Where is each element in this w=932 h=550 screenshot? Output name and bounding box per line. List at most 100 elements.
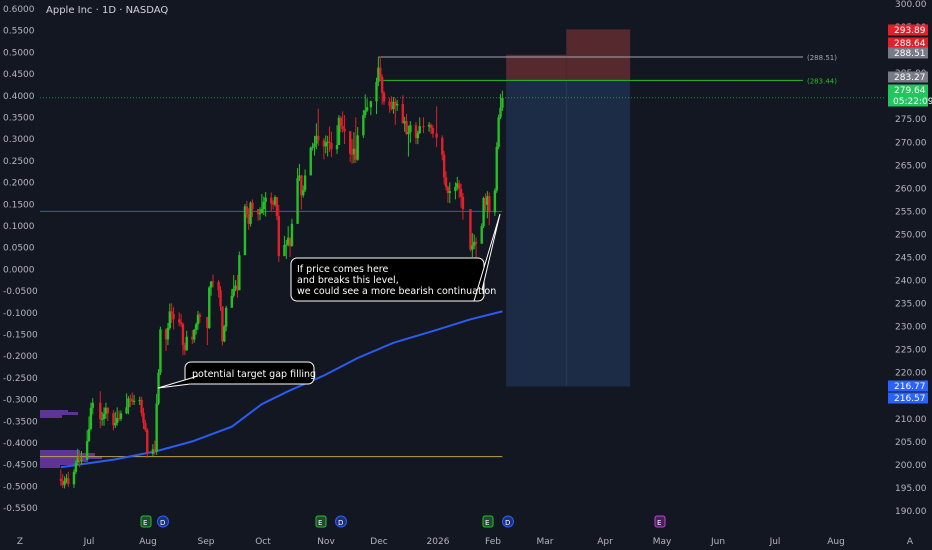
candle (456, 176, 459, 191)
candle (221, 306, 224, 346)
candle-body (435, 133, 438, 138)
candle (144, 419, 147, 432)
candle (343, 115, 346, 145)
candle-body (422, 126, 425, 128)
volume-profile-bar (40, 415, 62, 418)
price-tag (888, 84, 928, 107)
left-axis-tick: 0.4000 (3, 92, 35, 102)
candle-body (414, 125, 418, 139)
left-axis-tick: -0.3500 (3, 417, 38, 427)
moving-average-line (60, 310, 503, 469)
candle (290, 218, 294, 247)
candle-body (283, 245, 286, 257)
candle-body (181, 323, 185, 346)
candle (457, 180, 461, 199)
x-axis-right-label: A (907, 537, 914, 547)
x-axis-tick: 2026 (427, 537, 450, 547)
candle-body (409, 125, 412, 133)
candle-body (303, 175, 307, 191)
candle (258, 207, 262, 221)
candle-body (100, 418, 104, 420)
candle (87, 416, 91, 442)
candle (497, 114, 500, 150)
candle-body (196, 314, 200, 325)
candle (414, 121, 418, 145)
candle-body (104, 407, 108, 414)
candle (249, 201, 252, 227)
candle (260, 193, 264, 214)
candle (473, 234, 476, 250)
candle-body (170, 311, 173, 314)
price-tag-text: 216.57 (894, 394, 926, 404)
candle (482, 196, 485, 229)
candle-body (471, 245, 474, 250)
candle-body (85, 440, 89, 460)
candle-body (482, 198, 485, 227)
price-tag (888, 392, 928, 404)
price-tag-countdown: 05:22:09 (893, 97, 932, 107)
x-axis-tick: May (653, 537, 672, 547)
candle (362, 110, 365, 139)
candle-body (364, 110, 367, 116)
candle-body (298, 175, 301, 179)
candle-body (91, 402, 94, 408)
candle-body (238, 255, 241, 291)
candle (168, 303, 171, 330)
candle (296, 168, 299, 224)
volume-profile-bar (40, 459, 88, 462)
candle (89, 402, 93, 431)
candle (273, 195, 277, 207)
candle (379, 56, 382, 81)
candle (442, 151, 446, 185)
candle-body (493, 190, 497, 213)
candle-body (418, 126, 421, 134)
candle-body (131, 399, 134, 402)
candle-body (392, 101, 395, 110)
candle (119, 410, 123, 422)
candle (132, 394, 136, 405)
candle-body (328, 141, 331, 144)
candle-body (339, 117, 342, 127)
candle (382, 91, 386, 105)
candle-body (114, 422, 117, 426)
annotation-text: we could see a more bearish continuation (297, 286, 496, 297)
candle (224, 305, 228, 332)
left-axis-tick: 0.3000 (3, 135, 35, 145)
candle (484, 193, 487, 212)
candle (388, 97, 391, 113)
candle-body (407, 132, 410, 134)
candle (104, 402, 108, 419)
candle (322, 138, 326, 160)
candle (380, 74, 384, 105)
annotation-box (184, 361, 315, 385)
candle-body (390, 105, 393, 110)
candle-body (473, 241, 476, 246)
candle-body (442, 154, 446, 178)
left-axis-tick: -0.5000 (3, 482, 38, 492)
candle-body (177, 319, 181, 323)
right-axis-tick: 250.00 (895, 230, 927, 240)
right-axis-tick: 235.00 (895, 300, 927, 310)
candle-body (427, 124, 431, 127)
candle (461, 192, 465, 220)
earnings-marker: E (143, 519, 147, 527)
left-axis-tick: 0.0000 (3, 265, 35, 275)
candle (181, 322, 185, 356)
candle (441, 135, 444, 161)
candle-body (309, 147, 312, 176)
candle (435, 106, 438, 147)
candle-body (127, 398, 130, 408)
candle-body (183, 345, 187, 351)
candle-body (335, 145, 339, 150)
candle (238, 251, 241, 291)
left-axis-tick: -0.4500 (3, 461, 38, 471)
right-axis-tick: 190.00 (895, 507, 927, 517)
candle (245, 200, 249, 218)
right-axis-tick: 265.00 (895, 161, 927, 171)
candle-body (166, 328, 170, 340)
candle (431, 125, 435, 138)
candle-body (172, 313, 175, 320)
price-tag-text: 293.89 (894, 26, 926, 36)
